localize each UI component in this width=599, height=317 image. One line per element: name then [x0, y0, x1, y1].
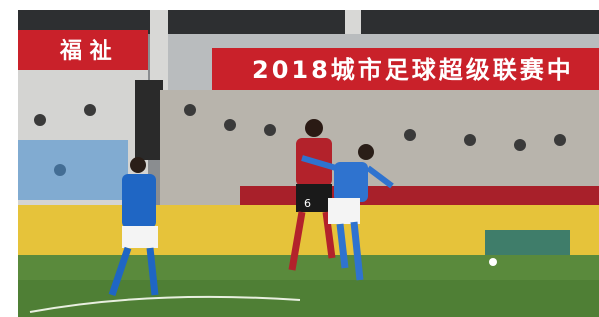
banner-left-text: 福 祉	[59, 39, 112, 64]
photo: 福 祉 2018城市足球超级联赛中 6	[0, 0, 599, 317]
speaker	[135, 80, 163, 160]
ball	[489, 258, 497, 266]
blue-seats	[18, 140, 128, 200]
banner-right-text: 2018城市足球超级联赛中	[252, 56, 574, 84]
pitch-stripe	[18, 280, 599, 317]
jersey-number: 6	[304, 197, 311, 210]
pillar	[150, 10, 168, 90]
